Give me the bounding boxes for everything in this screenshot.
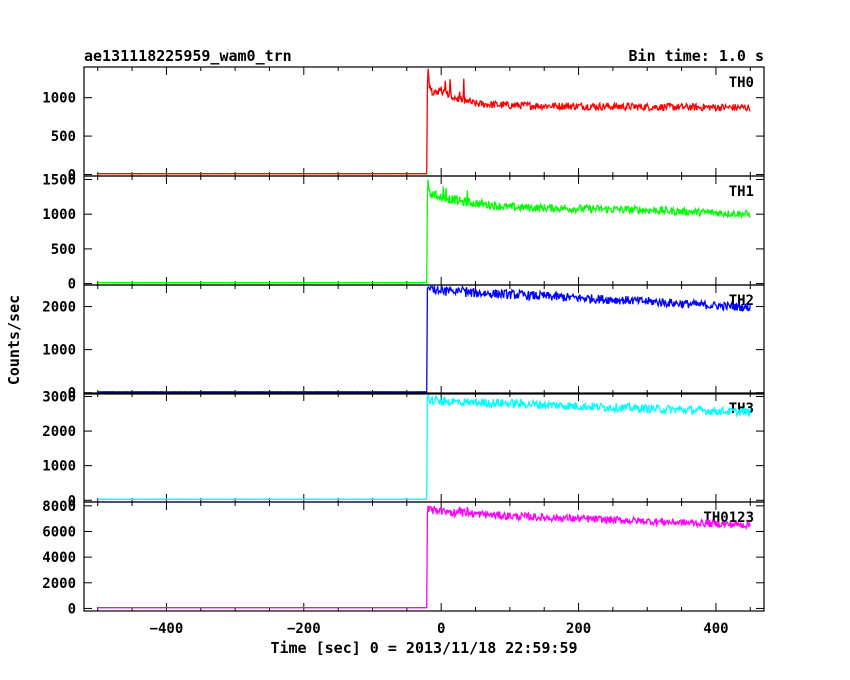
y-tick-label: 500 <box>51 129 76 145</box>
series-line-th0 <box>97 68 751 175</box>
panel-frame <box>83 66 765 177</box>
y-tick-label: 0 <box>68 601 76 617</box>
y-tick-label: 8000 <box>42 499 76 515</box>
panel-frame <box>83 501 765 612</box>
series-line-th3 <box>97 394 751 500</box>
bin-time-label: Bin time: 1.0 s <box>629 47 764 65</box>
y-tick-label: 6000 <box>42 524 76 540</box>
x-tick-label: 0 <box>437 621 445 637</box>
y-tick-label: 0 <box>68 493 76 509</box>
panel-th1: 0 500 1000 1500 TH1 <box>42 172 765 293</box>
y-tick-label: 500 <box>51 242 76 258</box>
series-line-th0123 <box>97 504 751 609</box>
series-label-th1: TH1 <box>729 184 754 200</box>
y-tick-label: 1500 <box>42 172 76 188</box>
panel-frame <box>83 284 765 395</box>
series-line-th2 <box>97 285 751 393</box>
y-tick-label: 2000 <box>42 300 76 316</box>
chart-title: ae131118225959_wam0_trn <box>84 47 292 65</box>
x-tick-label: 200 <box>566 621 591 637</box>
y-tick-label: 2000 <box>42 576 76 592</box>
y-tick-label: 1000 <box>42 207 76 223</box>
y-tick-label: 0 <box>68 167 76 183</box>
series-label-th0: TH0 <box>729 75 754 91</box>
y-axis-label: Counts/sec <box>5 295 23 385</box>
y-tick-label: 3000 <box>42 389 76 405</box>
y-tick-label: 1000 <box>42 459 76 475</box>
series-line-th1 <box>97 179 751 284</box>
y-tick-label: 1000 <box>42 343 76 359</box>
x-tick-label: −200 <box>287 621 321 637</box>
panel-th0: 0 500 1000 TH0 <box>42 66 765 183</box>
y-tick-label: 0 <box>68 277 76 293</box>
panel-frame <box>83 175 765 286</box>
y-tick-label: 0 <box>68 386 76 402</box>
y-tick-label: 2000 <box>42 424 76 440</box>
x-axis-label: Time [sec] 0 = 2013/11/18 22:59:59 <box>270 639 577 657</box>
x-tick-label: −400 <box>150 621 184 637</box>
panel-frame <box>83 392 765 503</box>
y-tick-label: 4000 <box>42 550 76 566</box>
y-tick-label: 1000 <box>42 91 76 107</box>
x-tick-label: 400 <box>703 621 728 637</box>
